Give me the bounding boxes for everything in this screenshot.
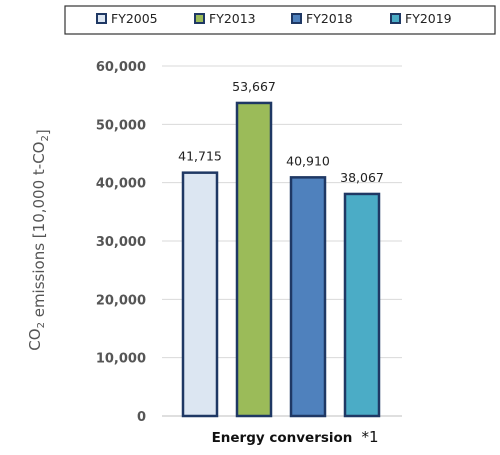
legend-swatch-fy2019 [390, 13, 401, 24]
category-note: *1 [361, 428, 378, 446]
data-label-fy2018: 40,910 [286, 153, 330, 168]
data-labels: 41,715 53,667 40,910 38,067 [178, 79, 384, 185]
legend-label-fy2018: FY2018 [306, 11, 353, 26]
y-tick-label: 40,000 [96, 177, 146, 192]
legend-swatch-fy2013 [194, 13, 205, 24]
y-tick-label: 60,000 [96, 60, 146, 75]
data-label-fy2005: 41,715 [178, 149, 222, 164]
bar-fy2019 [343, 192, 381, 418]
bar-fy2013 [235, 101, 273, 418]
legend-swatch-fy2018 [291, 13, 302, 24]
y-axis-ticks: 0 10,000 20,000 30,000 40,000 50,000 60,000 [96, 60, 146, 425]
bar-fy2005 [181, 171, 219, 418]
data-label-fy2013: 53,667 [232, 79, 276, 94]
legend-label-fy2019: FY2019 [405, 11, 452, 26]
y-tick-label: 20,000 [96, 293, 146, 308]
y-tick-label: 50,000 [96, 118, 146, 133]
legend-box [64, 5, 496, 35]
bars [181, 101, 381, 418]
legend: FY2005 FY2013 FY2018 FY2019 [96, 11, 452, 26]
y-tick-label: 0 [137, 410, 146, 425]
bar-fy2018 [289, 176, 327, 418]
legend-label-fy2005: FY2005 [111, 11, 158, 26]
y-tick-label: 10,000 [96, 352, 146, 367]
y-tick-label: 30,000 [96, 235, 146, 250]
y-axis-label: CO2 emissions [10,000 t-CO2] [26, 129, 52, 350]
x-category-label: Energy conversion [212, 430, 353, 446]
legend-swatch-fy2005 [96, 13, 107, 24]
data-label-fy2019: 38,067 [340, 170, 384, 185]
legend-label-fy2013: FY2013 [209, 11, 256, 26]
